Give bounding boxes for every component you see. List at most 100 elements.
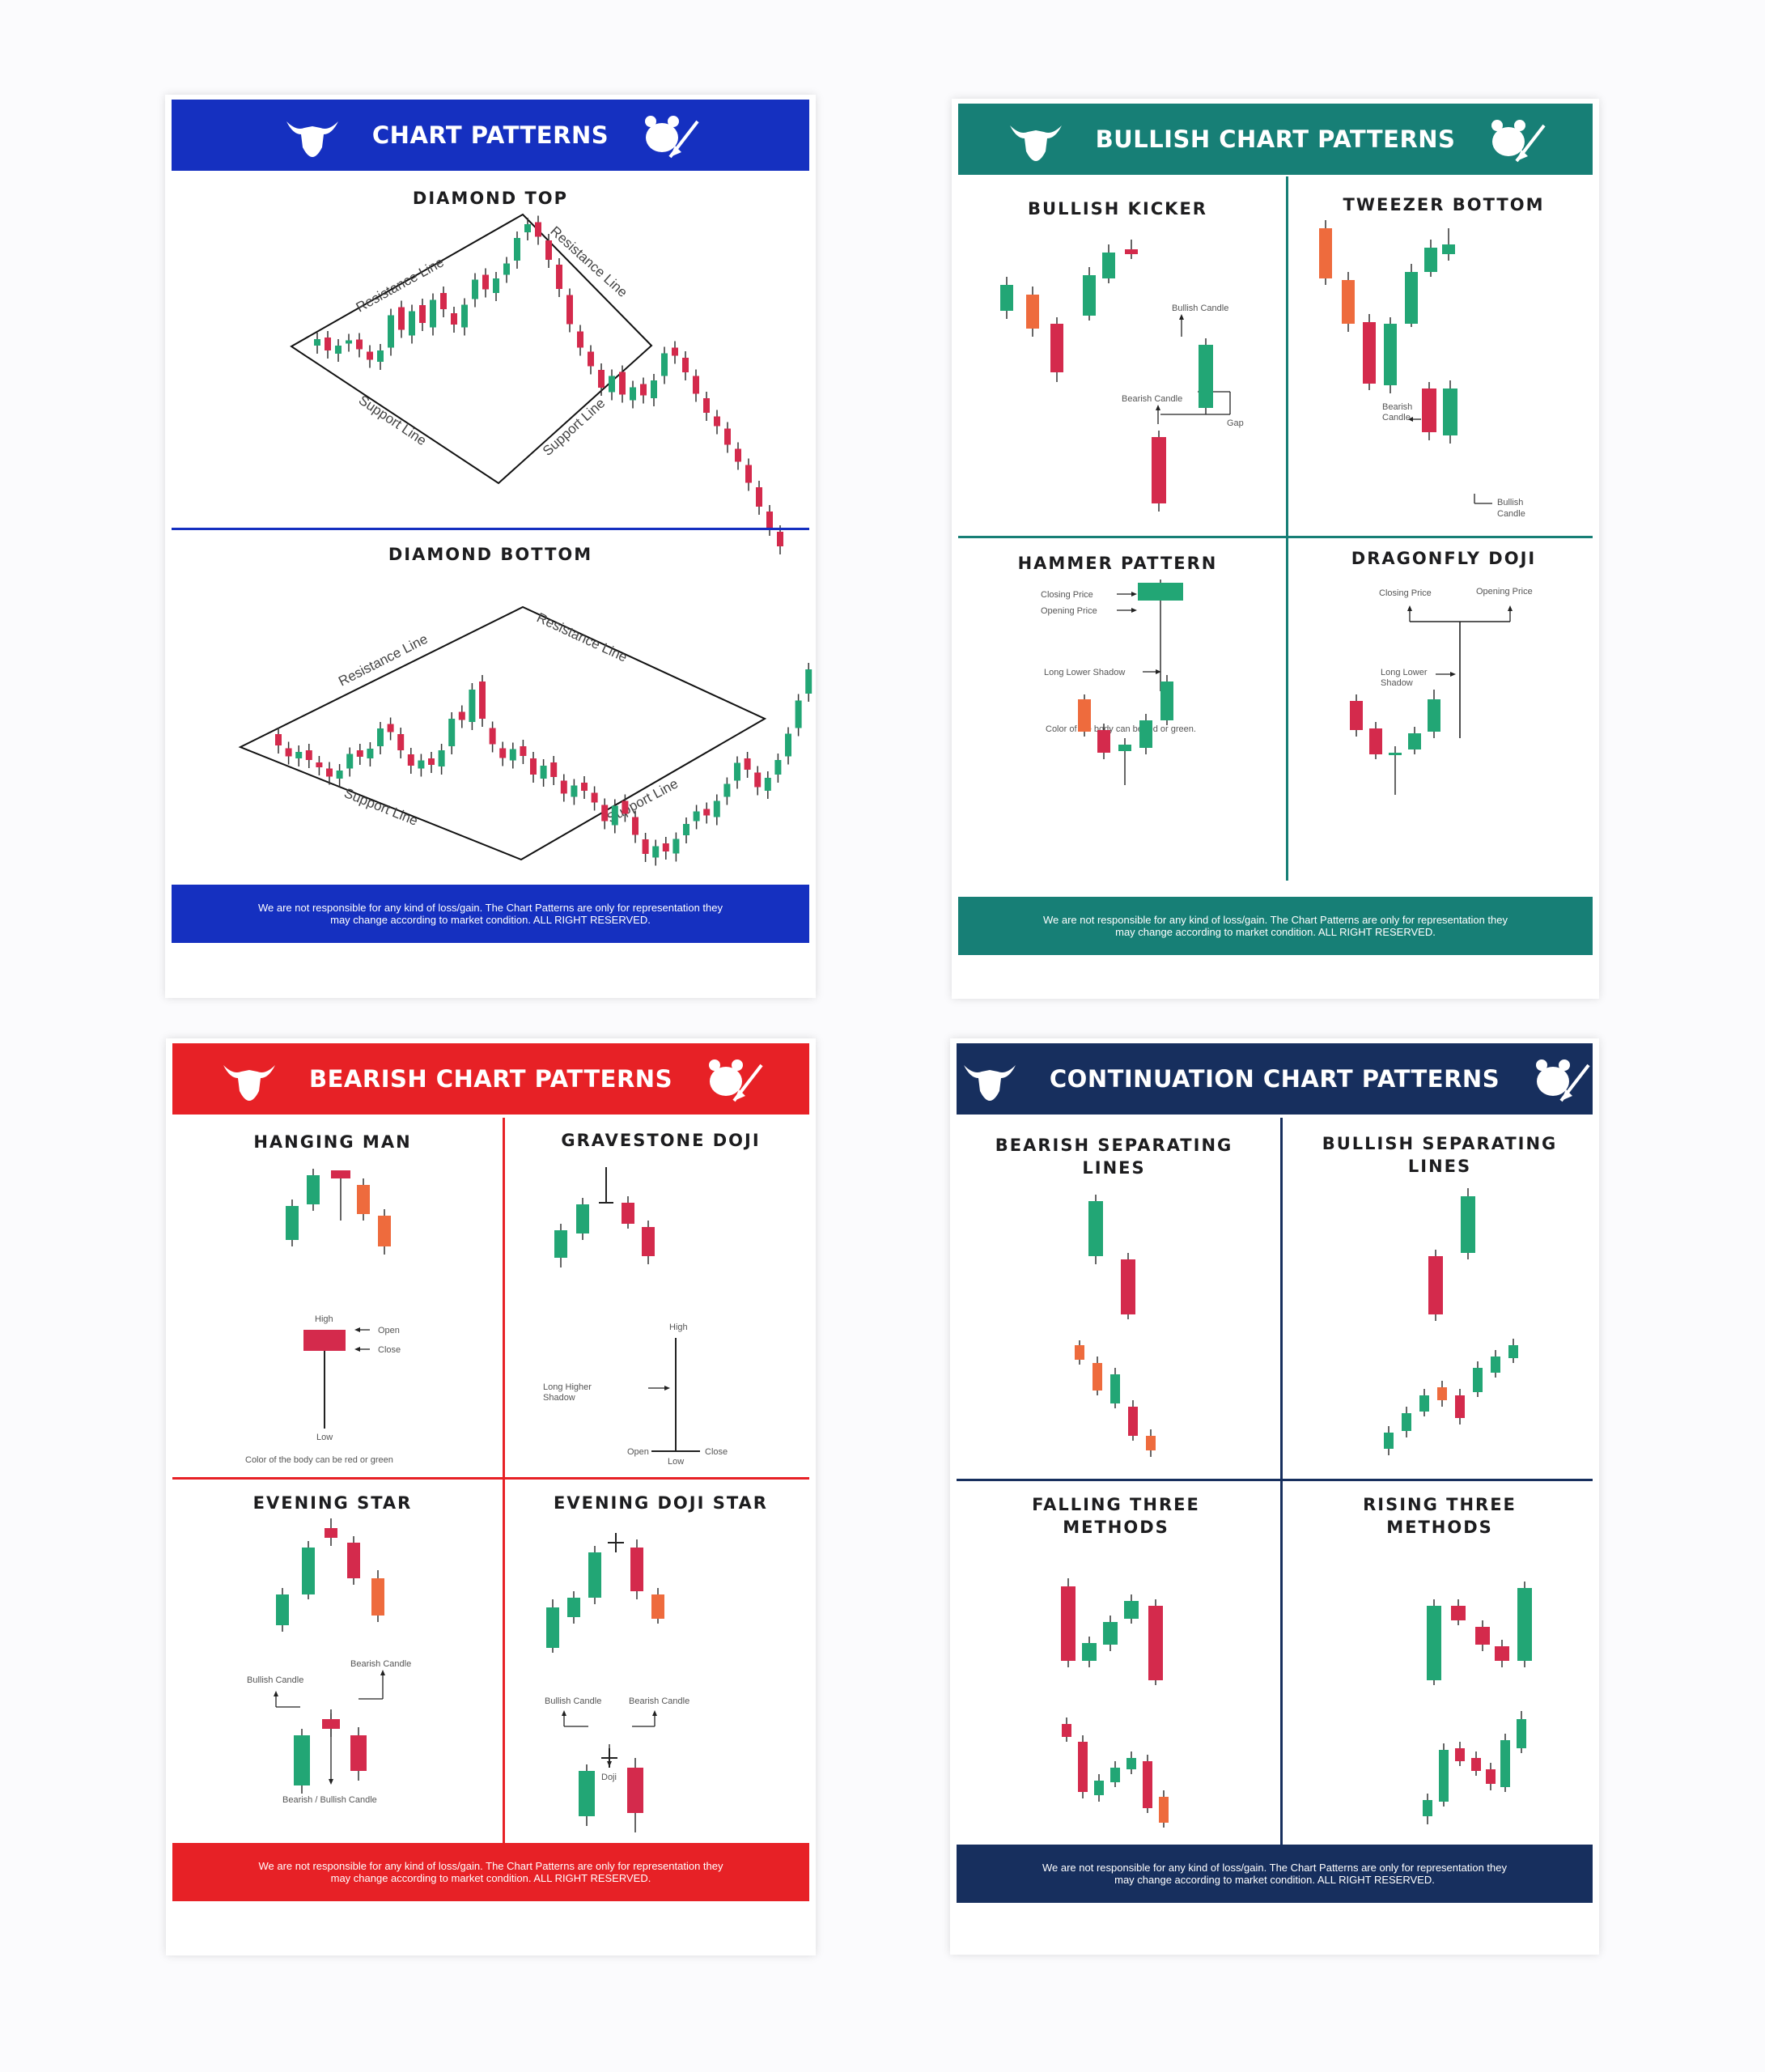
bullish-candle <box>1082 1637 1097 1667</box>
bearish-candle <box>1159 1790 1169 1828</box>
bullish-candle-label: Bullish Candle <box>1172 304 1228 313</box>
bullish-candle <box>1424 240 1437 277</box>
bullish-candle <box>1160 675 1173 725</box>
poster-bearish-chart-patterns: BEARISH CHART PATTERNS HANGING MAN High … <box>166 1038 816 1955</box>
disclaimer-text: We are not responsible for any kind of l… <box>258 1860 723 1884</box>
bearish-candle <box>322 1709 340 1737</box>
bullish-candle <box>1439 1743 1449 1807</box>
poster-title: BEARISH CHART PATTERNS <box>309 1065 672 1093</box>
bearish-candle <box>356 744 363 765</box>
open-label: Open <box>627 1447 649 1457</box>
bearish-candle <box>693 369 699 402</box>
pattern-title-evening-star: EVENING STAR <box>252 1493 413 1513</box>
bearish-candle-label: Bearish Candle <box>1122 394 1182 404</box>
bearish-candle <box>566 288 573 333</box>
bearish-candle <box>550 756 558 785</box>
bullish-candle <box>493 272 499 301</box>
diamond-bottom-diagram: Resistance Line Resistance Line Support … <box>238 605 812 866</box>
closing-price-label: Closing Price <box>1041 590 1093 600</box>
bearish-candle <box>489 721 496 753</box>
bearish-candle-label: Candle <box>1382 413 1411 422</box>
panel-divider-horizontal <box>957 1479 1593 1481</box>
bearish-candle <box>356 333 363 358</box>
bearish-candle <box>545 234 552 268</box>
low-label: Low <box>668 1457 684 1467</box>
dragonfly-doji-diagram: Closing Price Opening Price Long Lower S… <box>1350 587 1533 795</box>
bearish-candle <box>440 287 447 317</box>
high-label: High <box>669 1323 688 1332</box>
bullish-candle <box>1088 1195 1103 1264</box>
bearish-candle <box>1062 1717 1071 1742</box>
bearish-candle <box>1486 1763 1496 1790</box>
bear-icon <box>645 116 699 159</box>
bearish-candle <box>777 525 783 554</box>
bullish-candle <box>1118 738 1131 785</box>
bearish-candle <box>1437 1381 1447 1407</box>
bearish-candle <box>577 325 583 356</box>
bullish-candle <box>805 663 812 702</box>
bearish-candle <box>275 728 282 754</box>
bearish-candle <box>1475 1620 1490 1651</box>
bullish-candle <box>554 1224 567 1267</box>
bearish-candle <box>598 363 605 396</box>
pattern-title-diamond-top: DIAMOND TOP <box>412 189 569 208</box>
long-lower-shadow-label: Shadow <box>1381 678 1413 688</box>
bearish-candle <box>556 258 562 297</box>
bearish-candle <box>1128 1400 1138 1441</box>
bullish-candle <box>469 683 476 730</box>
bullish-kicker-diagram: Bullish Candle Bearish Candle Gap <box>1000 240 1244 512</box>
bearish-candle <box>619 365 626 403</box>
bearish-candle <box>1422 382 1436 440</box>
bullish-candle <box>1508 1339 1518 1363</box>
bearish-candle <box>1097 724 1110 759</box>
pattern-title-gravestone-doji: GRAVESTONE DOJI <box>561 1131 761 1150</box>
high-label: High <box>315 1314 333 1324</box>
bearish-candle <box>520 740 527 764</box>
bullish-candle <box>377 344 384 370</box>
bullish-candle <box>723 777 731 805</box>
bullish-candle <box>1473 1361 1483 1397</box>
bearish-candle <box>622 1196 634 1229</box>
bullish-candle <box>1423 1794 1432 1824</box>
disclaimer-text: We are not responsible for any kind of l… <box>1042 1862 1507 1886</box>
bullish-candle-label: Candle <box>1497 509 1525 519</box>
bearish-candle <box>482 268 489 298</box>
bullish-candle <box>448 712 456 754</box>
bearish-candle <box>347 1536 360 1585</box>
bearish-candle <box>581 776 588 799</box>
pattern-title-hanging-man: HANGING MAN <box>253 1132 412 1152</box>
bullish-candle-label: Bullish Candle <box>545 1696 601 1706</box>
pattern-title-hammer: HAMMER PATTERN <box>1017 554 1218 573</box>
bearish-candle <box>1363 314 1376 390</box>
pattern-title-bullish-kicker: BULLISH KICKER <box>1028 199 1207 219</box>
bullish-candle <box>611 799 618 834</box>
bearish-candle <box>1451 1599 1466 1625</box>
disclaimer-footer: We are not responsible for any kind of l… <box>957 1845 1593 1903</box>
bearish-candle <box>407 748 414 774</box>
gap-label: Gap <box>1227 418 1244 428</box>
panel-divider-vertical <box>1280 1118 1283 1846</box>
bearish-candle <box>1078 1735 1088 1798</box>
bullish-candle <box>1199 338 1213 414</box>
bearish-candle <box>1471 1751 1481 1776</box>
panel-divider-horizontal <box>172 1477 809 1480</box>
bullish-candle <box>661 346 668 384</box>
bearish-candle <box>378 1209 391 1255</box>
bullish-candle-label: Bullish <box>1497 498 1523 507</box>
bearish-candle <box>1093 1357 1102 1395</box>
bullish-candle <box>438 744 445 775</box>
bullish-candle <box>1402 1407 1411 1437</box>
bearish-candle <box>367 345 373 368</box>
pattern-title-evening-doji-star: EVENING DOJI STAR <box>554 1493 768 1513</box>
bearish-candle <box>601 798 609 830</box>
tweezer-bottom-diagram: Bearish Candle Bullish Candle <box>1319 220 1525 519</box>
bullish-candle <box>1139 714 1152 754</box>
bullish-candle <box>524 218 531 240</box>
bull-icon <box>1009 125 1062 161</box>
bullish-candle <box>1443 380 1457 444</box>
bearish-candle <box>1075 1340 1084 1365</box>
bearish-candle <box>530 752 537 783</box>
bearish-candle <box>642 1221 655 1264</box>
pattern-title-bearish-separating-lines: BEARISH SEPARATING LINES <box>995 1136 1233 1178</box>
bearish-candle <box>285 741 292 765</box>
